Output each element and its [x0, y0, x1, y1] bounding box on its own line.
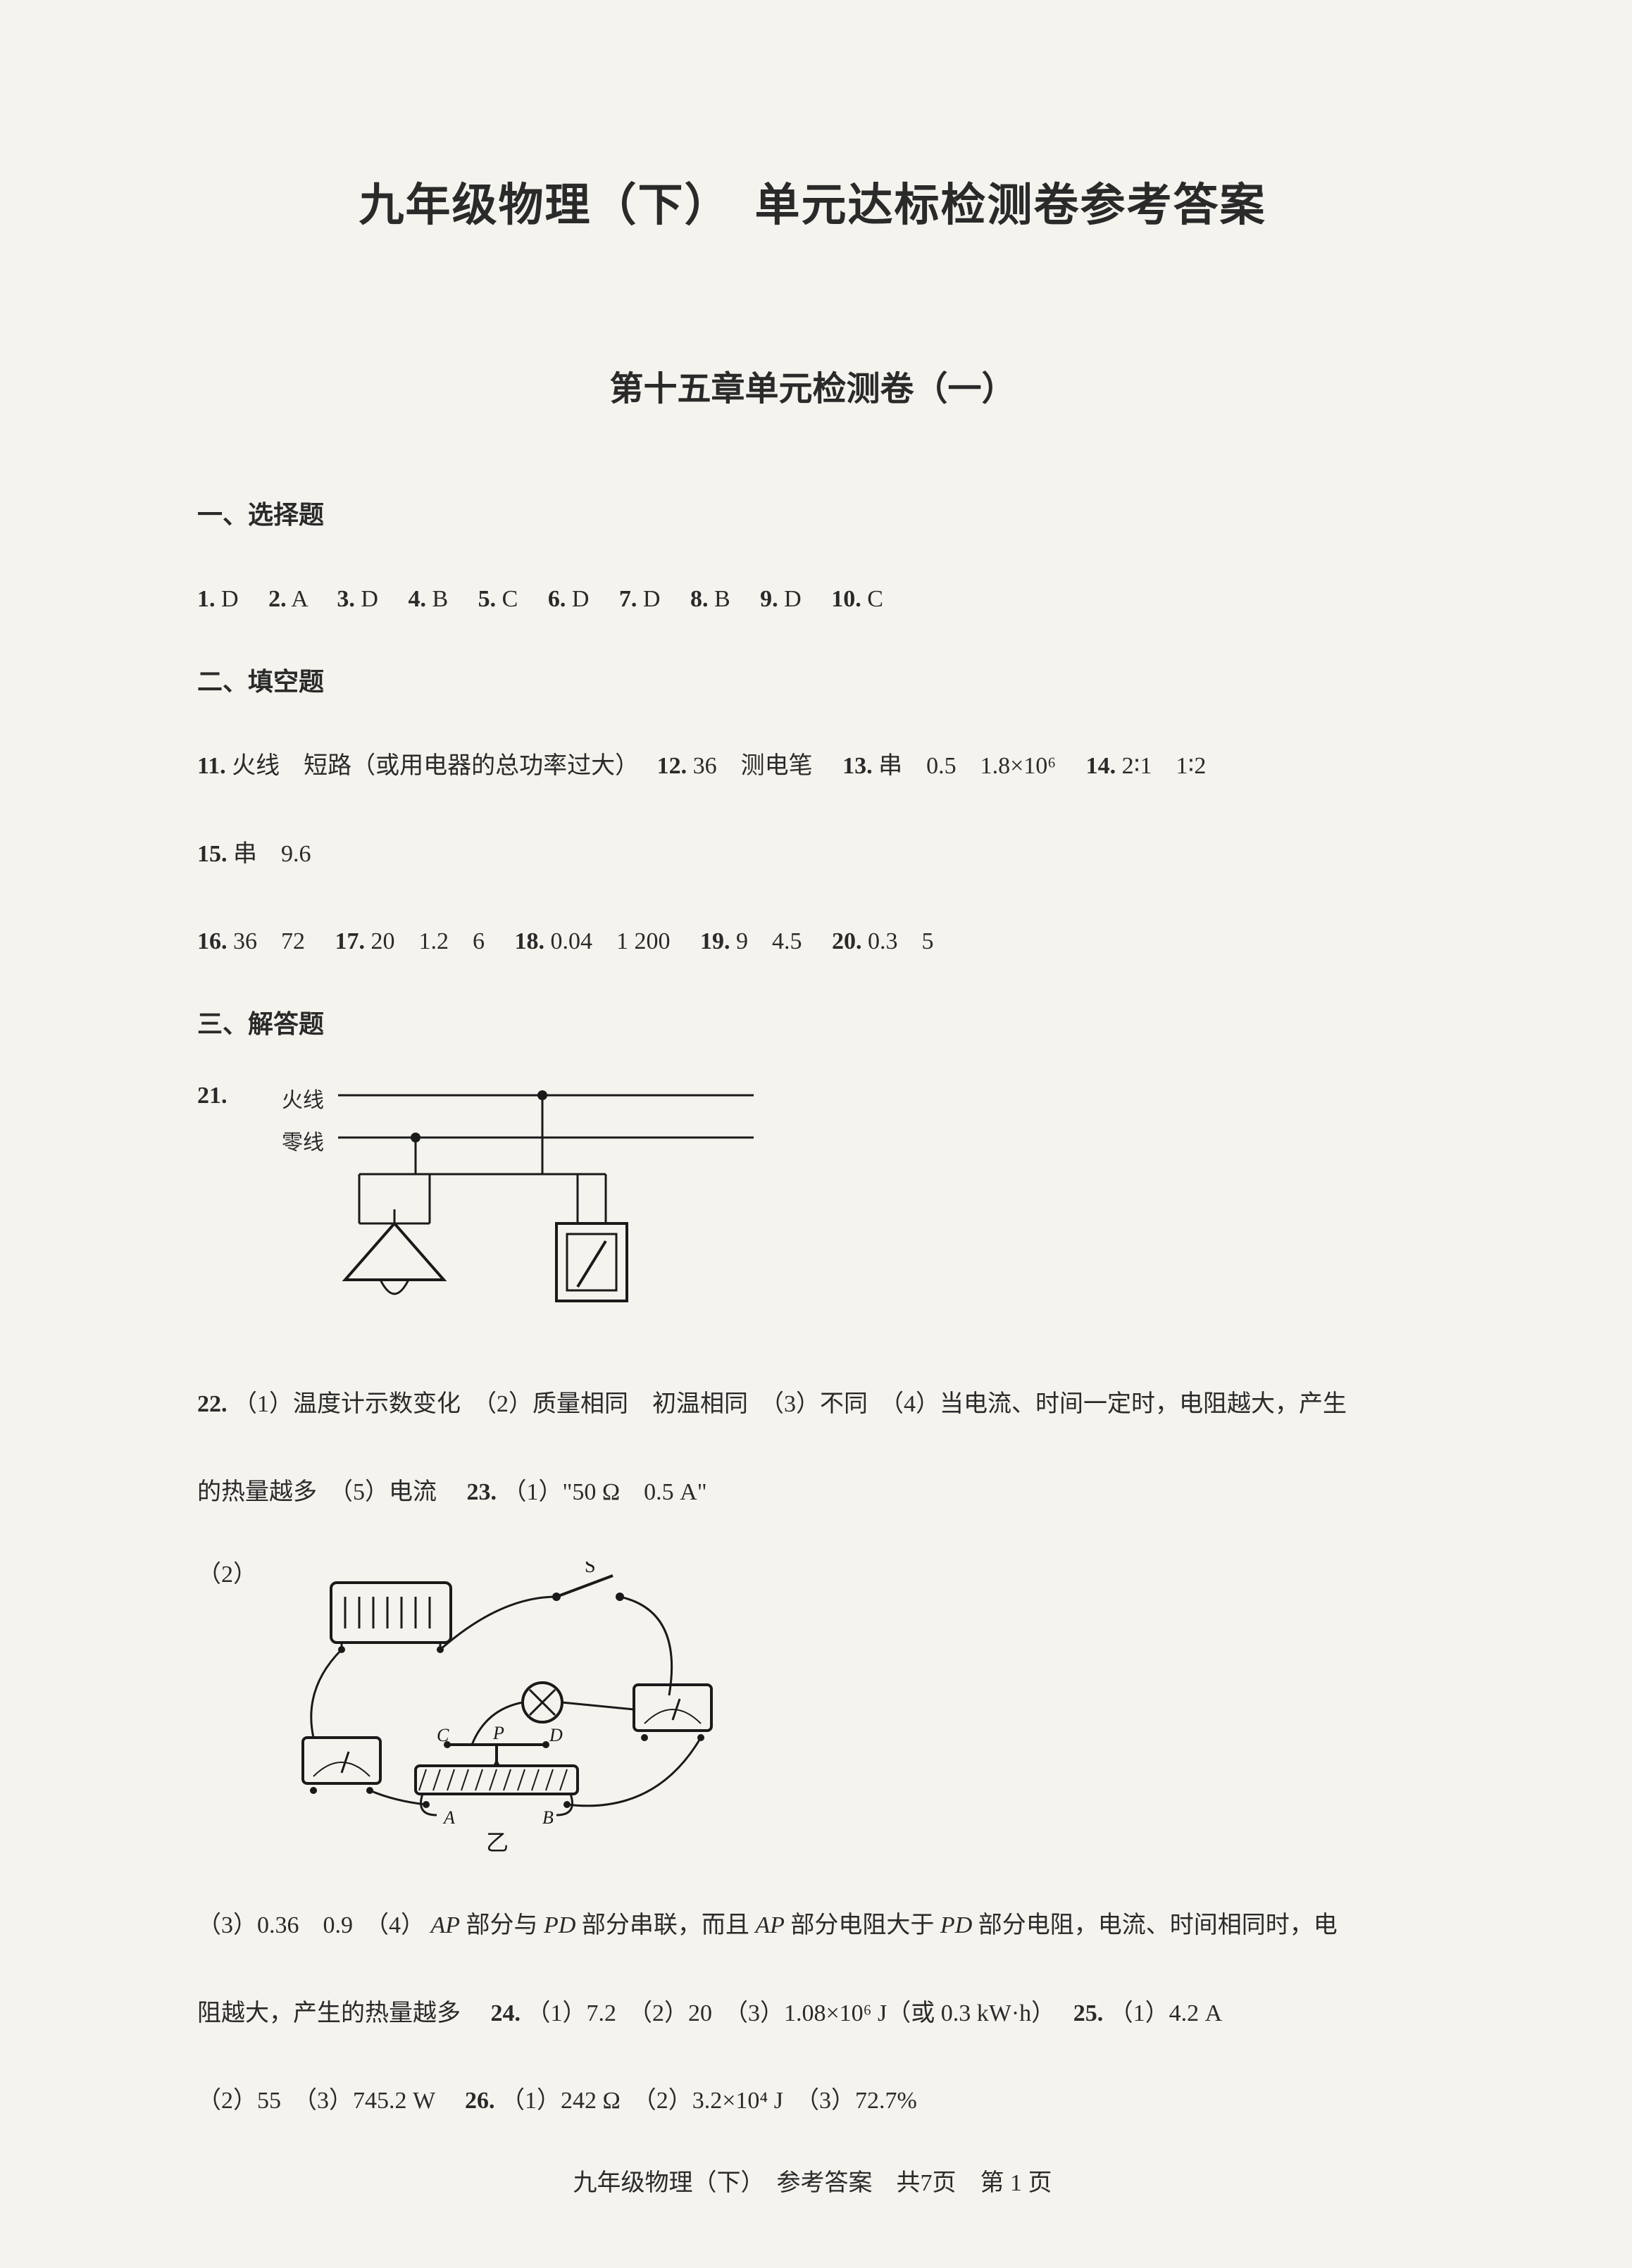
q20-ans: 0.3 5: [868, 928, 934, 954]
q22-line-2: 的热量越多 （5）电流 23. （1）"50 Ω 0.5 A": [197, 1466, 1428, 1519]
section-1-header: 一、选择题: [197, 494, 1428, 531]
ap-2: AP: [755, 1912, 785, 1938]
q22-num: 22.: [197, 1391, 228, 1417]
q22-line-1: 22. （1）温度计示数变化 （2）质量相同 初温相同 （3）不同 （4）当电流…: [197, 1378, 1428, 1431]
q23-part3f: 阻越大，产生的热量越多: [197, 2000, 461, 2026]
q12-ans: 36 测电笔: [693, 753, 813, 779]
fill-line-3: 16. 36 72 17. 20 1.2 6 18. 0.04 1 200 19…: [197, 916, 1428, 968]
pd-1: PD: [544, 1912, 575, 1938]
label-b: B: [542, 1807, 554, 1828]
q16-num: 16.: [197, 928, 228, 954]
circuit-21-svg: [275, 1083, 768, 1336]
fill-line-1: 11. 火线 短路（或用电器的总功率过大） 12. 36 测电笔 13. 串 0…: [197, 740, 1428, 793]
q4-ans: B: [432, 586, 448, 612]
main-title: 九年级物理（下） 单元达标检测卷参考答案: [197, 169, 1428, 234]
circuit-23-svg: S: [289, 1562, 782, 1857]
q13-ans: 串 0.5 1.8×10⁶: [878, 753, 1056, 779]
q5-num: 5.: [478, 586, 497, 612]
q22-part1: （1）温度计示数变化 （2）质量相同 初温相同 （3）不同 （4）当电流、时间一…: [233, 1391, 1347, 1417]
q10-num: 10.: [831, 586, 861, 612]
circuit-caption: 乙: [486, 1830, 509, 1855]
q1-num: 1.: [197, 586, 216, 612]
section-2-header: 二、填空题: [197, 661, 1428, 698]
label-a: A: [442, 1807, 455, 1828]
q24-num: 24.: [491, 2000, 521, 2026]
q21-num: 21.: [197, 1083, 228, 1109]
q23-part1: （1）"50 Ω 0.5 A": [503, 1479, 707, 1505]
pd-2: PD: [940, 1912, 972, 1938]
q25-ans2: （2）55 （3）745.2 W: [197, 2088, 435, 2114]
q23-part3b: 部分与: [466, 1912, 544, 1938]
q23-diagram: （2） S: [197, 1554, 1428, 1857]
q23-line-3: （3）0.36 0.9 （4） AP 部分与 PD 部分串联，而且 AP 部分电…: [197, 1900, 1428, 1952]
q22-part2: 的热量越多 （5）电流: [197, 1479, 437, 1505]
q23-part3d: 部分电阻大于: [790, 1912, 940, 1938]
q23-part2-label: （2）: [197, 1554, 257, 1589]
q16-ans: 36 72: [233, 928, 305, 954]
q14-ans: 2∶1 1∶2: [1122, 753, 1207, 779]
q4-num: 4.: [408, 586, 426, 612]
q11-ans: 火线 短路（或用电器的总功率过大）: [232, 753, 627, 779]
q8-num: 8.: [690, 586, 709, 612]
q18-num: 18.: [515, 928, 545, 954]
label-c: C: [437, 1725, 449, 1745]
q23-line-4: 阻越大，产生的热量越多 24. （1）7.2 （2）20 （3）1.08×10⁶…: [197, 1988, 1428, 2040]
q18-ans: 0.04 1 200: [551, 928, 671, 954]
q5-ans: C: [502, 586, 518, 612]
page-container: 九年级物理（下） 单元达标检测卷参考答案 第十五章单元检测卷（一） 一、选择题 …: [0, 0, 1632, 2268]
q11-num: 11.: [197, 753, 226, 779]
q26-num: 26.: [465, 2088, 495, 2114]
q6-num: 6.: [548, 586, 566, 612]
sub-title: 第十五章单元检测卷（一）: [197, 361, 1428, 410]
q2-ans: A: [291, 586, 307, 612]
q25-num: 25.: [1073, 2000, 1104, 2026]
q7-num: 7.: [619, 586, 637, 612]
q15-num: 15.: [197, 841, 228, 867]
q9-ans: D: [784, 586, 802, 612]
q1-ans: D: [221, 586, 239, 612]
q7-ans: D: [643, 586, 661, 612]
q23-part3c: 部分串联，而且: [582, 1912, 756, 1938]
q19-ans: 9 4.5: [736, 928, 802, 954]
section-3-header: 三、解答题: [197, 1004, 1428, 1040]
q17-num: 17.: [335, 928, 366, 954]
q8-ans: B: [714, 586, 730, 612]
q14-num: 14.: [1086, 753, 1116, 779]
switch-s-label: S: [585, 1562, 596, 1577]
q24-ans: （1）7.2 （2）20 （3）1.08×10⁶ J（或 0.3 kW·h）: [527, 2000, 1044, 2026]
ap-1: AP: [431, 1912, 461, 1938]
q23-part3e: 部分电阻，电流、时间相同时，电: [978, 1912, 1338, 1938]
q12-num: 12.: [657, 753, 687, 779]
label-d: D: [549, 1725, 563, 1745]
q19-num: 19.: [700, 928, 730, 954]
label-p: P: [492, 1723, 504, 1743]
q2-num: 2.: [268, 586, 287, 612]
section-1-answers: 1. D 2. A 3. D 4. B 5. C 6. D 7. D 8. B …: [197, 573, 1428, 626]
q10-ans: C: [867, 586, 883, 612]
q15-ans: 串 9.6: [233, 841, 311, 867]
q25-ans: （1）4.2 A: [1109, 2000, 1223, 2026]
q20-num: 20.: [832, 928, 862, 954]
q21-diagram: 21. 火线 零线: [197, 1083, 1428, 1336]
q25-q26-line: （2）55 （3）745.2 W 26. （1）242 Ω （2）3.2×10⁴…: [197, 2075, 1428, 2128]
q3-num: 3.: [337, 586, 355, 612]
q3-ans: D: [361, 586, 378, 612]
page-footer: 九年级物理（下） 参考答案 共7页 第 1 页: [197, 2163, 1428, 2198]
q9-num: 9.: [760, 586, 778, 612]
q23-part3: （3）0.36 0.9 （4）: [197, 1912, 425, 1938]
q23-num: 23.: [467, 1479, 497, 1505]
q6-ans: D: [572, 586, 590, 612]
q26-ans: （1）242 Ω （2）3.2×10⁴ J （3）72.7%: [501, 2088, 917, 2114]
q17-ans: 20 1.2 6: [371, 928, 485, 954]
fill-line-2: 15. 串 9.6: [197, 828, 1428, 881]
q13-num: 13.: [842, 753, 873, 779]
